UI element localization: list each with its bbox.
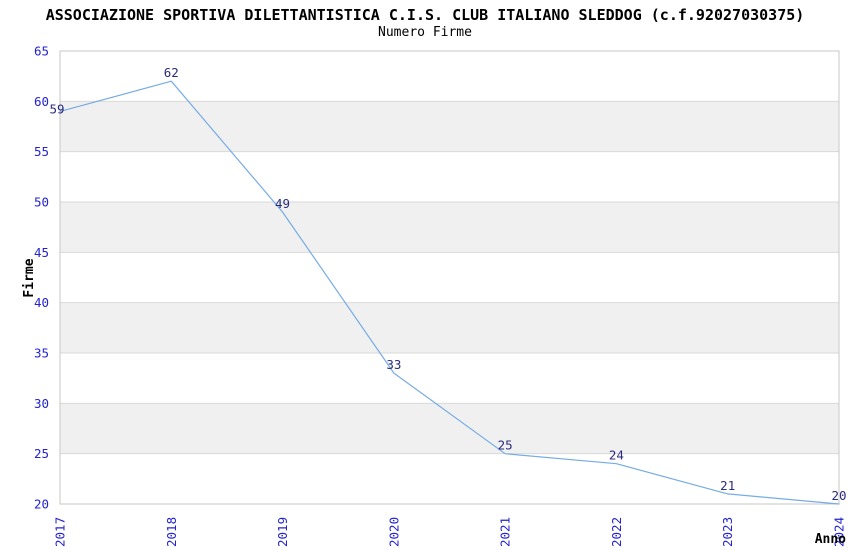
data-label: 24 [609, 448, 624, 463]
y-tick-label: 50 [34, 195, 49, 210]
chart-subtitle: Numero Firme [378, 25, 472, 40]
x-axis-label: Anno [815, 532, 846, 547]
data-label: 49 [275, 196, 290, 211]
chart-title: ASSOCIAZIONE SPORTIVA DILETTANTISTICA C.… [45, 6, 805, 24]
y-tick-label: 35 [34, 346, 49, 361]
y-tick-label: 55 [34, 144, 49, 159]
y-tick-label: 20 [34, 497, 49, 512]
x-tick-label: 2020 [386, 517, 401, 547]
x-tick-label: 2019 [275, 517, 290, 547]
y-tick-label: 30 [34, 396, 49, 411]
y-tick-label: 45 [34, 245, 49, 260]
background-band [60, 403, 839, 454]
y-axis-label: Firme [22, 258, 37, 297]
data-label: 20 [831, 488, 846, 503]
x-tick-label: 2018 [164, 517, 179, 547]
x-tick-label: 2021 [498, 517, 513, 547]
x-tick-label: 2017 [53, 517, 68, 547]
x-tick-label: 2023 [720, 517, 735, 547]
x-tick-label: 2022 [609, 517, 624, 547]
data-label: 25 [498, 438, 513, 453]
background-band [60, 302, 839, 353]
background-band [60, 202, 839, 253]
data-label: 33 [386, 357, 401, 372]
data-label: 21 [720, 478, 735, 493]
background-band [60, 101, 839, 152]
y-tick-label: 25 [34, 446, 49, 461]
data-label: 59 [49, 101, 64, 116]
y-tick-label: 60 [34, 94, 49, 109]
chart-line [59, 80, 840, 505]
x-tick-label: 2024 [832, 517, 847, 547]
plot-area-border [59, 50, 840, 505]
data-label: 62 [164, 65, 179, 80]
y-tick-label: 65 [34, 44, 49, 59]
y-tick-label: 40 [34, 295, 49, 310]
